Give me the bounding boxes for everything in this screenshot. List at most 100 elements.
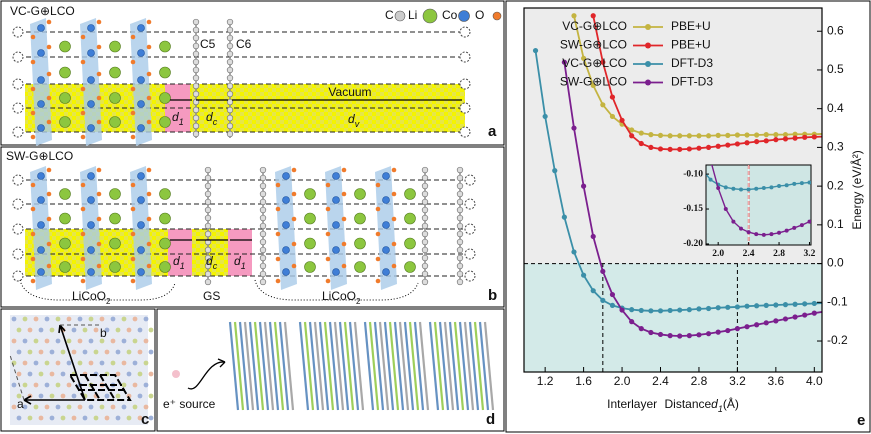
data-point <box>648 145 653 150</box>
lattice-atom <box>28 372 33 377</box>
o-atom <box>342 264 347 269</box>
lattice-atom <box>144 361 149 366</box>
legend-name: VC-G⊕LCO <box>562 56 627 70</box>
li-atom <box>305 213 316 224</box>
data-point <box>562 215 567 220</box>
data-point <box>571 125 576 130</box>
data-point <box>571 13 576 18</box>
periodic-atom <box>13 27 23 37</box>
lattice-atom <box>94 350 99 355</box>
li-atom <box>160 41 171 52</box>
periodic-atom <box>465 224 475 234</box>
lattice-atom <box>72 328 77 333</box>
data-point <box>658 146 663 151</box>
data-point <box>747 230 751 234</box>
co-atom <box>138 25 145 32</box>
o-atom <box>147 96 152 101</box>
lattice-atom <box>17 350 22 355</box>
o-atom <box>292 217 297 222</box>
c-atom <box>422 239 428 245</box>
data-point <box>800 223 804 227</box>
co-atom <box>38 77 45 84</box>
o-atom <box>31 60 36 65</box>
c-atom <box>193 107 199 113</box>
lattice-atom <box>133 405 138 410</box>
o-atom <box>131 111 136 116</box>
o-atom <box>147 192 152 197</box>
data-point <box>754 139 759 144</box>
y-tick-label: 0.1 <box>827 217 844 231</box>
li-atom <box>160 117 171 128</box>
c-atom <box>193 83 199 89</box>
o-atom <box>81 135 86 140</box>
o-atom <box>342 217 347 222</box>
lattice-atom <box>133 383 138 388</box>
data-point <box>764 138 769 143</box>
co-atom <box>333 173 340 180</box>
inset-y-tick-label: -0.15 <box>683 204 703 214</box>
c-atom <box>193 59 199 65</box>
data-point <box>600 102 605 107</box>
o-atom <box>276 207 281 212</box>
x-tick-label: 4.0 <box>806 374 823 388</box>
o-atom <box>147 45 152 50</box>
o-atom <box>81 279 86 284</box>
lattice-atom <box>100 405 105 410</box>
lattice-atom <box>39 328 44 333</box>
periodic-atom <box>465 271 475 281</box>
periodic-atom <box>13 127 23 137</box>
o-atom <box>31 279 36 284</box>
data-point <box>677 333 682 338</box>
co-atom <box>88 269 95 276</box>
data-point <box>764 303 769 308</box>
o-atom <box>81 35 86 40</box>
x-axis-label-part: Interlayer Distance <box>607 397 711 411</box>
data-point <box>764 320 769 325</box>
periodic-atom <box>13 175 23 185</box>
data-point <box>764 132 769 137</box>
c-atom <box>193 51 199 57</box>
panel-label: c <box>141 411 149 428</box>
lattice-atom <box>72 394 77 399</box>
o-atom <box>47 264 52 269</box>
lattice-atom <box>34 405 39 410</box>
co-atom <box>88 125 95 132</box>
li-atom <box>110 41 121 52</box>
lattice-atom <box>83 416 88 421</box>
o-atom <box>131 35 136 40</box>
lower-background <box>524 264 822 372</box>
lattice-atom <box>122 383 127 388</box>
data-point <box>777 184 781 188</box>
c-atom <box>227 131 233 137</box>
region-label-part: 2 <box>106 297 111 306</box>
data-point <box>769 232 773 236</box>
c-atom <box>205 271 211 277</box>
li-atom <box>60 67 71 78</box>
c-atom <box>227 75 233 81</box>
panel-label: a <box>488 123 497 140</box>
o-atom <box>147 120 152 125</box>
data-point <box>716 144 721 149</box>
co-atom <box>383 173 390 180</box>
data-point <box>658 332 663 337</box>
lattice-atom <box>138 394 143 399</box>
c-atom <box>205 199 211 205</box>
axis-name: a <box>17 397 24 411</box>
data-point <box>610 114 615 119</box>
data-point <box>725 133 730 138</box>
data-point <box>668 147 673 152</box>
x-axis-label-part: (Å) <box>723 396 739 411</box>
data-point <box>802 135 807 140</box>
o-atom <box>97 72 102 77</box>
x-axis-label: Interlayer Distanced1(Å) <box>607 396 739 414</box>
data-point <box>754 132 759 137</box>
data-point <box>591 234 596 239</box>
c-atom <box>260 271 266 277</box>
o-atom <box>392 217 397 222</box>
column-label: C5 <box>200 37 216 51</box>
region-label-part: LiCoO <box>322 289 356 303</box>
data-point <box>783 136 788 141</box>
c-atom <box>422 231 428 237</box>
c-atom <box>205 223 211 229</box>
legend-name: SW-G⊕LCO <box>560 75 627 89</box>
